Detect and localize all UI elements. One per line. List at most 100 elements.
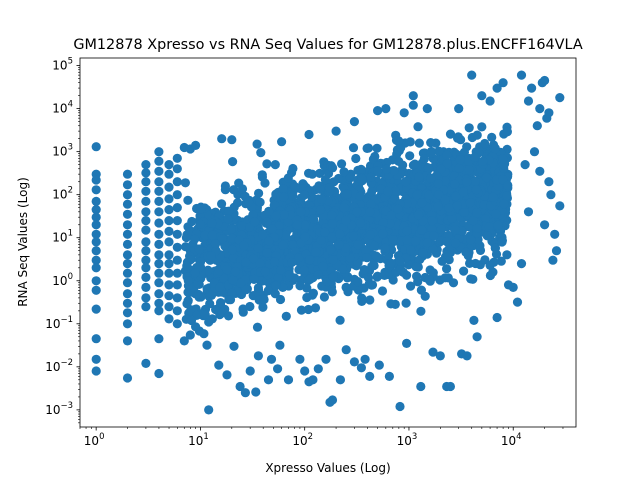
data-point — [378, 218, 388, 228]
data-point — [179, 336, 189, 346]
data-point — [348, 231, 359, 241]
data-point — [91, 304, 101, 314]
data-point — [122, 180, 133, 190]
data-point — [408, 100, 418, 110]
data-point — [292, 220, 302, 230]
data-point — [172, 153, 182, 163]
data-point — [164, 259, 174, 269]
data-point — [394, 136, 404, 146]
data-point — [422, 104, 432, 114]
y-tick-label: 10−3 — [45, 401, 73, 417]
data-point — [164, 250, 174, 260]
data-point — [154, 207, 164, 217]
data-point — [91, 220, 101, 230]
data-point — [451, 191, 461, 201]
data-point — [488, 192, 498, 202]
data-point — [548, 255, 558, 265]
data-point — [499, 129, 509, 139]
data-point — [417, 225, 427, 235]
data-point — [141, 186, 151, 196]
data-point — [205, 299, 215, 309]
data-point — [223, 214, 233, 224]
data-point — [154, 218, 164, 228]
data-point — [360, 354, 370, 364]
data-point — [229, 341, 239, 351]
data-point — [406, 281, 416, 291]
data-point — [91, 212, 101, 222]
data-point — [154, 196, 164, 206]
data-point — [141, 282, 151, 292]
data-point — [172, 203, 182, 213]
data-point — [502, 250, 512, 260]
data-point — [122, 298, 133, 308]
data-point — [342, 189, 352, 199]
data-point — [335, 375, 345, 385]
data-point — [315, 205, 326, 215]
data-point — [472, 130, 482, 140]
data-point — [260, 267, 270, 277]
data-point — [503, 180, 513, 190]
data-point — [181, 242, 191, 252]
data-point — [164, 169, 174, 179]
data-point — [493, 220, 503, 230]
data-point — [367, 186, 377, 197]
data-point — [91, 276, 101, 286]
data-point — [264, 236, 274, 246]
data-point — [122, 308, 133, 318]
data-point — [122, 278, 133, 288]
data-point — [290, 182, 300, 192]
data-point — [508, 282, 518, 292]
data-point — [235, 381, 245, 392]
data-point — [327, 395, 338, 405]
data-point — [349, 357, 359, 367]
data-point — [122, 268, 133, 278]
data-point — [328, 163, 338, 173]
data-point — [164, 216, 174, 226]
data-point — [299, 265, 309, 275]
data-point — [426, 148, 436, 158]
data-point — [429, 231, 439, 241]
x-axis-label: Xpresso Values (Log) — [265, 461, 390, 475]
data-point — [316, 235, 326, 245]
data-point — [478, 156, 488, 166]
data-point — [172, 216, 182, 226]
data-point — [311, 247, 321, 257]
data-point — [141, 237, 151, 247]
data-point — [317, 194, 327, 204]
data-point — [305, 255, 315, 265]
data-point — [304, 129, 314, 140]
data-point — [471, 185, 481, 195]
data-point — [450, 179, 460, 189]
data-point — [191, 140, 201, 150]
data-point — [497, 237, 507, 247]
data-point — [244, 197, 254, 207]
data-point — [195, 261, 205, 272]
data-point — [204, 405, 214, 415]
data-point — [447, 213, 457, 223]
data-point — [551, 246, 562, 256]
data-point — [190, 234, 200, 244]
data-point — [180, 178, 190, 188]
data-point — [172, 255, 182, 265]
data-point — [122, 336, 133, 346]
data-point — [352, 207, 362, 217]
data-point — [417, 198, 427, 208]
data-point — [260, 178, 270, 188]
data-point — [141, 246, 151, 256]
data-point — [395, 256, 405, 266]
data-point — [428, 268, 438, 278]
data-point — [154, 334, 164, 344]
x-axis-ticks: 100 101 102 103 104 — [79, 427, 564, 448]
data-point — [328, 255, 338, 265]
data-point — [122, 373, 133, 383]
data-point — [281, 311, 291, 321]
data-point — [319, 292, 329, 302]
data-point — [305, 274, 315, 284]
data-point — [419, 154, 429, 164]
data-point — [349, 117, 359, 127]
data-point — [295, 354, 305, 364]
data-point — [164, 226, 174, 236]
data-point — [207, 218, 217, 228]
data-point — [154, 147, 164, 157]
